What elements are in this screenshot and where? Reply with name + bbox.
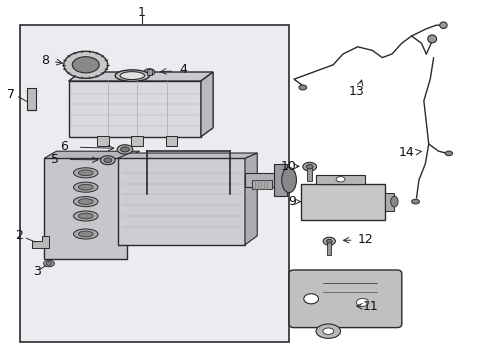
Polygon shape: [32, 236, 49, 248]
Ellipse shape: [412, 199, 419, 204]
Text: 12: 12: [357, 233, 373, 246]
Polygon shape: [245, 153, 257, 245]
Bar: [97, 136, 109, 146]
Ellipse shape: [121, 147, 129, 152]
Polygon shape: [118, 153, 257, 158]
Bar: [316, 175, 365, 184]
Ellipse shape: [64, 51, 108, 78]
Text: 14: 14: [399, 146, 415, 159]
Polygon shape: [44, 151, 140, 158]
Ellipse shape: [78, 170, 93, 176]
Ellipse shape: [120, 72, 145, 80]
Ellipse shape: [323, 328, 334, 334]
Ellipse shape: [74, 168, 98, 178]
Ellipse shape: [323, 237, 336, 245]
Bar: [27, 88, 36, 110]
Bar: [252, 180, 272, 189]
Ellipse shape: [74, 229, 98, 239]
Text: 8: 8: [41, 54, 49, 67]
Bar: [147, 69, 152, 75]
Bar: [274, 164, 287, 196]
Ellipse shape: [303, 162, 317, 171]
FancyBboxPatch shape: [289, 270, 402, 328]
Ellipse shape: [115, 70, 149, 81]
Text: 3: 3: [33, 265, 41, 278]
Polygon shape: [69, 81, 201, 137]
Polygon shape: [69, 72, 213, 81]
Bar: [307, 167, 312, 181]
Polygon shape: [201, 72, 213, 137]
Ellipse shape: [74, 211, 98, 221]
Text: 10: 10: [280, 160, 296, 173]
Ellipse shape: [440, 22, 447, 28]
Polygon shape: [118, 158, 245, 245]
Ellipse shape: [391, 196, 398, 207]
Ellipse shape: [356, 298, 368, 306]
Text: 11: 11: [363, 300, 379, 313]
Text: 6: 6: [60, 140, 68, 153]
Ellipse shape: [282, 167, 296, 193]
Ellipse shape: [78, 231, 93, 237]
Polygon shape: [44, 158, 127, 259]
Ellipse shape: [326, 239, 332, 243]
Ellipse shape: [304, 294, 318, 304]
Ellipse shape: [316, 324, 341, 338]
Bar: [131, 136, 143, 146]
Text: 9: 9: [289, 195, 296, 208]
Text: 5: 5: [51, 153, 59, 166]
Bar: [301, 184, 385, 220]
Ellipse shape: [336, 177, 345, 182]
Bar: [20, 25, 289, 342]
Text: 1: 1: [138, 6, 146, 19]
Ellipse shape: [445, 151, 453, 156]
Ellipse shape: [78, 213, 93, 219]
Bar: [327, 241, 331, 255]
Ellipse shape: [46, 262, 52, 265]
Ellipse shape: [299, 85, 307, 90]
Ellipse shape: [78, 184, 93, 190]
Text: 13: 13: [349, 85, 365, 98]
Ellipse shape: [100, 156, 115, 165]
Ellipse shape: [144, 69, 155, 75]
Text: 4: 4: [180, 63, 188, 76]
Bar: [385, 193, 394, 211]
Ellipse shape: [306, 165, 313, 169]
Ellipse shape: [74, 182, 98, 192]
Ellipse shape: [74, 197, 98, 207]
Ellipse shape: [104, 158, 112, 163]
Ellipse shape: [117, 145, 133, 154]
Ellipse shape: [73, 57, 99, 73]
Ellipse shape: [428, 35, 437, 43]
Ellipse shape: [44, 260, 54, 267]
Text: 2: 2: [15, 229, 23, 242]
Ellipse shape: [78, 199, 93, 204]
Bar: [166, 136, 177, 146]
Text: 7: 7: [7, 88, 15, 101]
Bar: [245, 173, 274, 187]
